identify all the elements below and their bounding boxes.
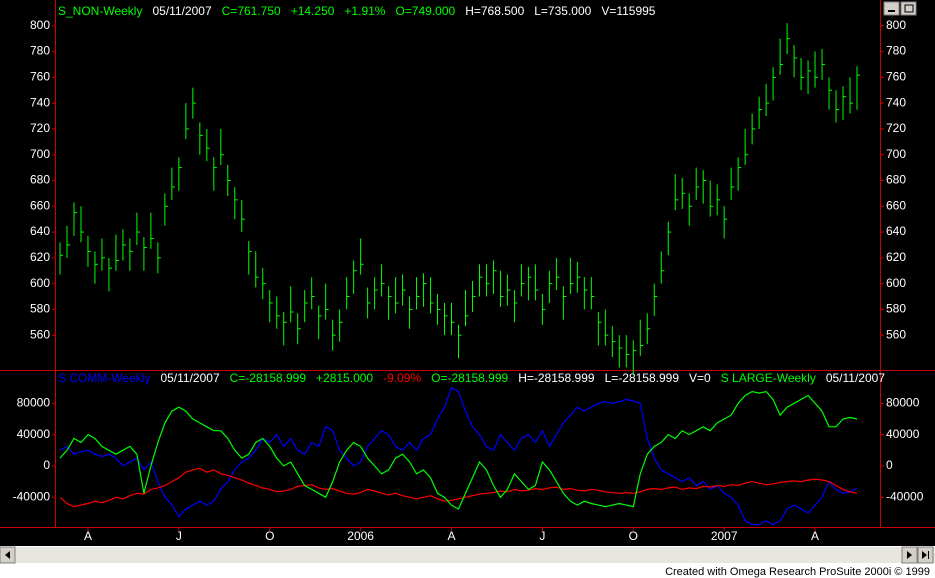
header-item: +1.91%	[344, 4, 385, 18]
y-tick-label: 80000	[886, 395, 920, 409]
y-tick-label: 780	[886, 44, 906, 58]
arrow-icon	[5, 551, 10, 559]
y-tick-label: 580	[886, 302, 906, 316]
y-tick-label: 560	[886, 327, 906, 341]
header-item: O=749.000	[395, 4, 455, 18]
y-tick-label: 0	[43, 458, 50, 472]
y-tick-label: 760	[886, 70, 906, 84]
arrow-icon	[922, 551, 929, 559]
x-tick-label: J	[176, 529, 182, 543]
header-item: V=115995	[601, 4, 655, 18]
header: S COMM-Weekly 05/11/2007 C=-28158.999 +2815…	[58, 371, 885, 385]
y-tick-label: 580	[30, 302, 50, 316]
window-buttons	[883, 1, 917, 16]
header-item: S LARGE-Weekly	[721, 371, 816, 385]
y-tick-label: 40000	[886, 427, 920, 441]
x-tick-label: A	[84, 529, 92, 543]
y-tick-label: 80000	[17, 395, 51, 409]
y-tick-label: 600	[30, 276, 50, 290]
y-tick-label: -40000	[886, 489, 924, 503]
maximize-button[interactable]	[900, 1, 917, 16]
scroll-track[interactable]	[0, 547, 935, 563]
y-tick-label: 640	[30, 224, 50, 238]
y-tick-label: -40000	[13, 489, 51, 503]
y-tick-label: 740	[30, 95, 50, 109]
y-tick-label: 800	[30, 18, 50, 32]
header-item: L=735.000	[534, 4, 591, 18]
y-tick-label: 560	[30, 327, 50, 341]
y-tick-label: 640	[886, 224, 906, 238]
y-tick-label: 620	[886, 250, 906, 264]
y-tick-label: 720	[30, 121, 50, 135]
header-item: C=-28158.999	[230, 371, 307, 385]
header-item: H=-28158.999	[518, 371, 595, 385]
y-tick-label: 740	[886, 95, 906, 109]
x-tick-label: A	[811, 529, 819, 543]
header: S_NON-Weekly 05/11/2007 C=761.750 +14.250 +1…	[58, 4, 656, 18]
header-item: H=768.500	[465, 4, 524, 18]
header-item: O=-28158.999	[431, 371, 508, 385]
x-tick-label: A	[448, 529, 456, 543]
x-tick-label: 2006	[347, 529, 374, 543]
y-tick-label: 700	[30, 147, 50, 161]
chart-background	[0, 0, 935, 546]
y-tick-label: 680	[886, 173, 906, 187]
header-item: +2815.000	[316, 371, 373, 385]
series-line	[59, 386, 858, 526]
arrow-icon	[907, 551, 912, 559]
y-tick-label: 720	[886, 121, 906, 135]
y-tick-label: 620	[30, 250, 50, 264]
header-item: S COMM-Weekly	[58, 371, 150, 385]
frame	[0, 0, 935, 528]
header-item: 05/11/2007	[826, 371, 885, 385]
y-tick-label: 600	[886, 276, 906, 290]
header-item: C=761.750	[222, 4, 281, 18]
header-item: S_NON-Weekly	[58, 4, 142, 18]
x-tick-label: 2007	[711, 529, 738, 543]
scrollbar	[0, 546, 935, 564]
y-tick-label: 660	[30, 198, 50, 212]
x-tick-label: O	[629, 529, 638, 543]
header-item: L=-28158.999	[605, 371, 680, 385]
header-item: 05/11/2007	[152, 4, 211, 18]
x-tick-label: J	[539, 529, 545, 543]
maximize-icon	[904, 4, 914, 13]
footer: Created with Omega Research ProSuite 200…	[665, 566, 930, 578]
series-line	[59, 390, 858, 510]
header-item: -9.09%	[383, 371, 421, 385]
series-line	[59, 467, 858, 508]
y-tick-label: 680	[30, 173, 50, 187]
header-item: +14.250	[291, 4, 335, 18]
y-tick-label: 800	[886, 18, 906, 32]
y-tick-label: 660	[886, 198, 906, 212]
x-tick-label: O	[265, 529, 274, 543]
y-tick-label: 780	[30, 44, 50, 58]
header-item: V=0	[689, 371, 711, 385]
minimize-button[interactable]	[883, 1, 900, 16]
y-tick-label: 760	[30, 70, 50, 84]
y-tick-label: 700	[886, 147, 906, 161]
header-item: 05/11/2007	[160, 371, 219, 385]
y-tick-label: 0	[886, 458, 893, 472]
y-tick-label: 40000	[17, 427, 51, 441]
